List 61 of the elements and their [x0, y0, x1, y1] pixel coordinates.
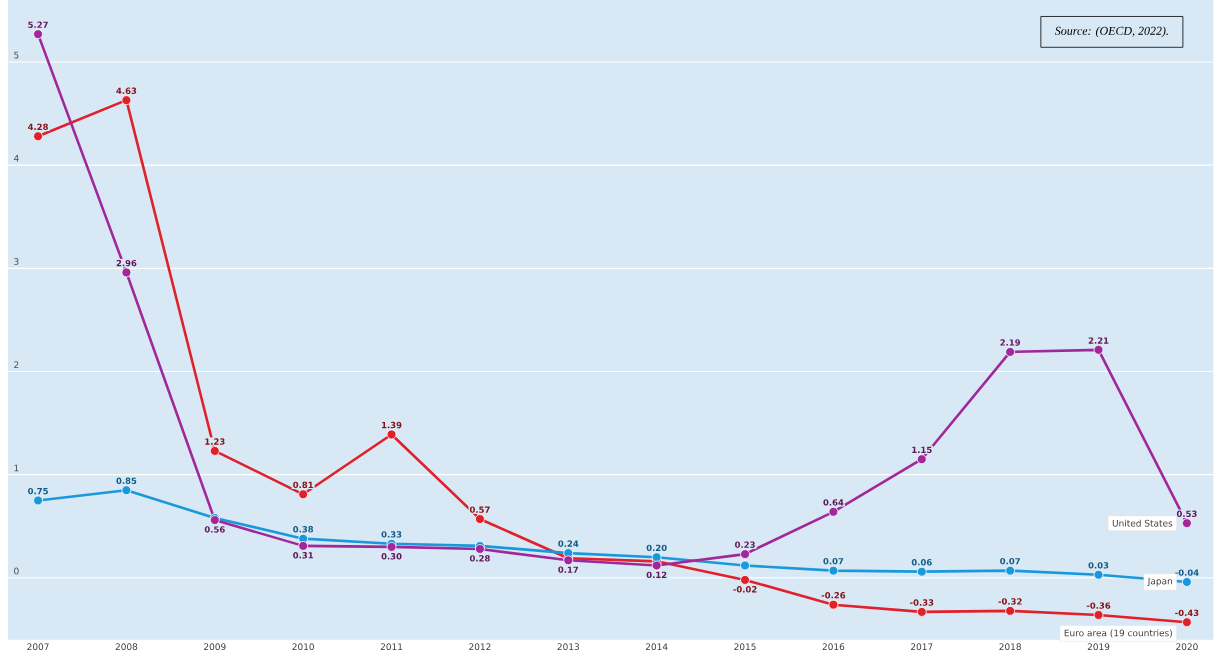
- series-label: Euro area (19 countries): [1064, 629, 1172, 638]
- y-tick-label: 0: [14, 567, 19, 575]
- data-label: 0.12: [646, 571, 667, 579]
- y-tick-label: 4: [13, 155, 19, 162]
- data-label: -0.36: [1086, 602, 1111, 609]
- data-label: 0.33: [381, 531, 402, 538]
- x-tick-label: 2012: [469, 643, 491, 651]
- y-tick-label: 5: [14, 51, 19, 59]
- data-label: 0.38: [293, 526, 314, 533]
- data-label: 0.24: [558, 540, 579, 548]
- series-label: United States: [1112, 519, 1173, 527]
- data-label: -0.33: [910, 599, 934, 606]
- data-label: 5.27: [28, 21, 48, 29]
- data-label: -0.02: [733, 586, 757, 593]
- data-label: 0.31: [293, 552, 314, 559]
- data-label: 2.21: [1088, 337, 1109, 344]
- data-label: -0.04: [1175, 569, 1199, 576]
- y-tick-label: 3: [14, 258, 19, 265]
- x-tick-label: 2017: [911, 643, 933, 651]
- x-tick-label: 2010: [292, 643, 314, 651]
- data-label: 2.19: [1000, 339, 1021, 346]
- annotation: Source: (OECD, 2022).: [1054, 26, 1168, 38]
- data-label: 0.30: [381, 553, 402, 560]
- data-label: 0.23: [735, 541, 755, 549]
- data-label: -0.32: [998, 598, 1022, 605]
- data-label: 0.03: [1088, 562, 1109, 569]
- x-tick-label: 2015: [734, 643, 756, 651]
- x-tick-label: 2013: [557, 643, 579, 651]
- data-label: 0.53: [1176, 510, 1197, 518]
- data-label: 0.81: [293, 481, 314, 489]
- data-label: 0.56: [204, 526, 225, 533]
- x-tick-label: 2016: [822, 643, 845, 651]
- data-label: 0.28: [469, 555, 490, 562]
- x-tick-label: 2009: [204, 643, 226, 651]
- x-tick-label: 2007: [27, 643, 49, 651]
- x-tick-label: 2020: [1176, 643, 1198, 651]
- data-label: 0.20: [646, 544, 667, 552]
- data-label: 4.63: [116, 87, 137, 95]
- data-label: 0.64: [823, 499, 844, 506]
- y-tick-label: 2: [14, 361, 19, 369]
- data-label: 0.85: [116, 477, 137, 485]
- data-label: 1.15: [912, 446, 932, 454]
- x-tick-label: 2011: [380, 643, 403, 651]
- y-tick-label: 1: [14, 464, 19, 472]
- data-label: 0.75: [28, 488, 48, 495]
- data-label: 0.07: [823, 558, 844, 565]
- data-label: -0.26: [821, 592, 846, 599]
- data-label: 2.96: [116, 260, 137, 267]
- data-label: 0.17: [558, 566, 579, 574]
- data-label: 4.28: [27, 123, 48, 131]
- data-label: 1.23: [205, 438, 225, 445]
- data-label: 0.07: [1000, 558, 1020, 565]
- x-tick-label: 2014: [645, 643, 668, 651]
- data-label: 1.39: [382, 421, 402, 429]
- data-label: -0.43: [1175, 609, 1199, 617]
- x-tick-label: 2018: [999, 643, 1021, 651]
- x-tick-label: 2008: [115, 643, 138, 651]
- series-label: Japan: [1147, 577, 1172, 587]
- data-label: 0.57: [469, 506, 490, 513]
- data-label: 0.06: [911, 559, 932, 566]
- x-tick-label: 2019: [1087, 643, 1110, 651]
